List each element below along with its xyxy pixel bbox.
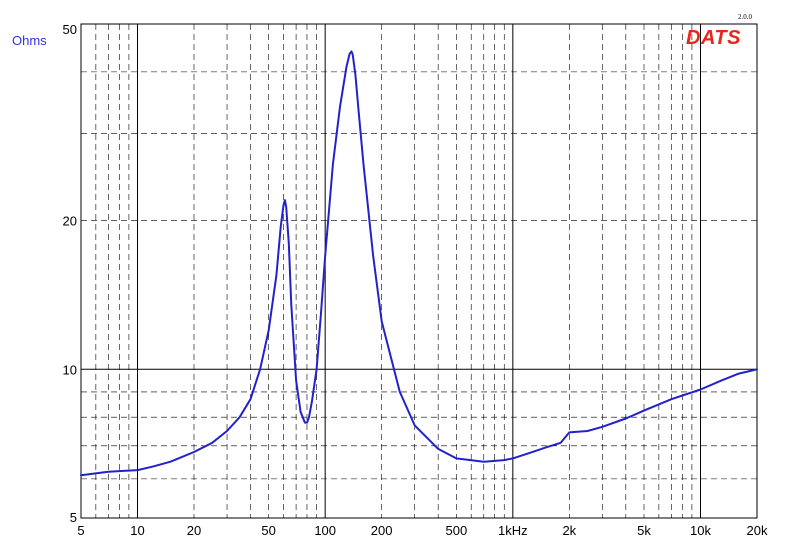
x-tick-label: 10k [690, 523, 711, 538]
x-tick-label: 1kHz [498, 523, 528, 538]
impedance-curve [80, 50, 758, 477]
y-tick-labels: 5 10 20 50 [63, 22, 77, 525]
y-tick-label: 20 [63, 214, 77, 229]
plot-border [80, 23, 758, 519]
x-tick-label: 20k [747, 523, 768, 538]
x-tick-label: 5k [637, 523, 651, 538]
series-lines [80, 50, 758, 477]
x-tick-label: 500 [445, 523, 467, 538]
x-tick-label: 10 [130, 523, 144, 538]
x-tick-label: 200 [371, 523, 393, 538]
grid-lines [81, 24, 757, 518]
y-tick-label: 50 [63, 22, 77, 37]
y-tick-label: 5 [70, 510, 77, 525]
y-tick-label: 10 [63, 362, 77, 377]
x-tick-label: 20 [187, 523, 201, 538]
x-tick-label: 50 [261, 523, 275, 538]
x-tick-label: 100 [314, 523, 336, 538]
x-tick-label: 2k [562, 523, 576, 538]
version-label: 2.0.0 [738, 13, 752, 21]
x-tick-label: 5 [77, 523, 84, 538]
x-tick-labels: 5 10 20 50 100 200 500 1kHz 2k 5k 10k 20k [77, 523, 768, 538]
y-axis-unit-label: Ohms [12, 33, 47, 48]
brand-logo: DATS [686, 27, 741, 49]
plot-frame [80, 23, 758, 519]
